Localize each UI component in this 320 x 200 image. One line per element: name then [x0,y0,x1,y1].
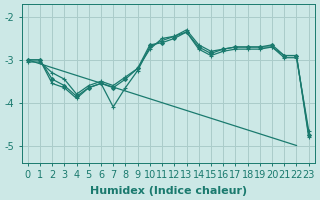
X-axis label: Humidex (Indice chaleur): Humidex (Indice chaleur) [90,186,247,196]
